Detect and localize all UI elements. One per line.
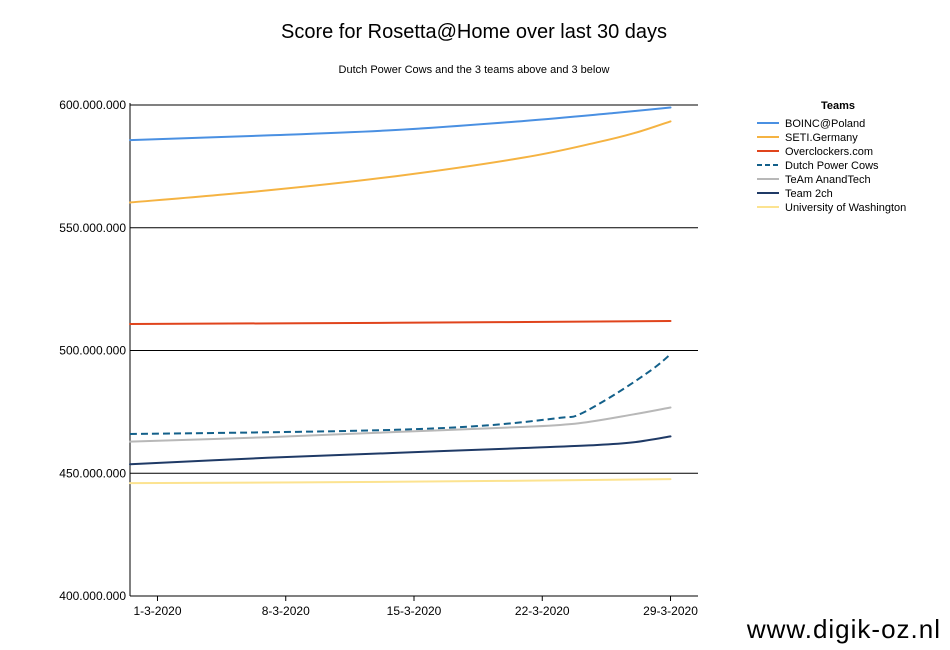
legend-label-boinc-poland: BOINC@Poland [785,118,865,130]
series-line-university-of-washington [129,478,672,485]
series-lines [129,106,672,485]
legend-label-overclockers-com: Overclockers.com [785,146,873,158]
series-line-team-2ch [129,435,672,466]
legend-label-university-of-washington: University of Washington [785,202,906,214]
y-gridlines [130,104,698,474]
series-line-dutch-power-cows [129,353,672,435]
legend-items: BOINC@Poland SETI.Germany Overclockers.com… [757,118,906,214]
series-line-boinc-poland [129,106,672,142]
x-tick-label: 29-3-2020 [643,604,698,618]
y-tick-label: 600.000.000 [59,98,126,112]
y-tick-label: 400.000.000 [59,589,126,603]
chart-title: Score for Rosetta@Home over last 30 days [281,21,667,43]
x-tick-label: 22-3-2020 [515,604,570,618]
watermark: www.digik-oz.nl [746,614,941,644]
legend-label-team-anandtech: TeAm AnandTech [785,174,871,186]
y-tick-label: 500.000.000 [59,344,126,358]
x-tick-labels: 1-3-2020 8-3-2020 15-3-2020 22-3-2020 29-3-2… [133,604,698,618]
series-line-seti-germany [129,120,672,204]
x-tick-label: 15-3-2020 [387,604,442,618]
legend-label-dutch-power-cows: Dutch Power Cows [785,160,879,172]
legend: Teams BOINC@Poland SETI.Germany Overclocke… [757,100,906,214]
axes [129,103,698,601]
series-line-team-anandtech [129,406,672,443]
y-tick-label: 550.000.000 [59,221,126,235]
y-tick-label: 450.000.000 [59,466,126,480]
x-tick-label: 1-3-2020 [133,604,181,618]
legend-title: Teams [821,100,855,112]
legend-label-team-2ch: Team 2ch [785,188,833,200]
legend-label-seti-germany: SETI.Germany [785,132,858,144]
y-tick-labels: 400.000.000 450.000.000 500.000.000 550.000… [59,98,126,603]
chart-subtitle: Dutch Power Cows and the 3 teams above a… [339,64,610,76]
x-tick-label: 8-3-2020 [262,604,310,618]
series-line-overclockers-com [129,320,672,325]
